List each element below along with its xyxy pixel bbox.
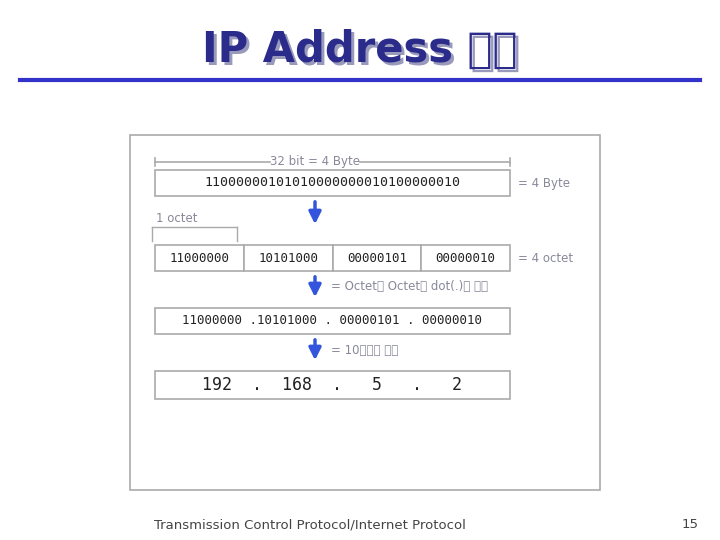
Text: = 4 Byte: = 4 Byte [518, 177, 570, 190]
Bar [155, 371, 510, 399]
Bar [155, 170, 510, 196]
Text: 11000000 .10101000 . 00000101 . 00000010: 11000000 .10101000 . 00000101 . 00000010 [182, 314, 482, 327]
Text: = Octet와 Octet를 dot(.)로 구분: = Octet와 Octet를 dot(.)로 구분 [331, 280, 488, 294]
Text: Transmission Control Protocol/Internet Protocol: Transmission Control Protocol/Internet P… [154, 518, 466, 531]
Text: 192  .  168  .   5   .   2: 192 . 168 . 5 . 2 [202, 376, 462, 394]
Text: 00000101: 00000101 [347, 252, 407, 265]
Bar [130, 135, 600, 490]
Text: 00000010: 00000010 [436, 252, 495, 265]
Text: IP Address 표기: IP Address 표기 [202, 29, 518, 71]
Text: 32 bit = 4 Byte: 32 bit = 4 Byte [270, 156, 360, 168]
Bar [333, 245, 421, 271]
Text: 10101000: 10101000 [258, 252, 318, 265]
Bar [421, 245, 510, 271]
Text: = 10진수로 표기: = 10진수로 표기 [331, 343, 398, 356]
Bar [155, 245, 244, 271]
Text: IP Address 표기: IP Address 표기 [205, 32, 521, 74]
Text: = 4 octet: = 4 octet [518, 252, 573, 265]
Text: 11000000: 11000000 [169, 252, 230, 265]
Text: 1 octet: 1 octet [156, 212, 197, 225]
Text: 11000000101010000000010100000010: 11000000101010000000010100000010 [204, 177, 461, 190]
Text: 15: 15 [682, 518, 698, 531]
Bar [155, 308, 510, 334]
Bar [244, 245, 333, 271]
